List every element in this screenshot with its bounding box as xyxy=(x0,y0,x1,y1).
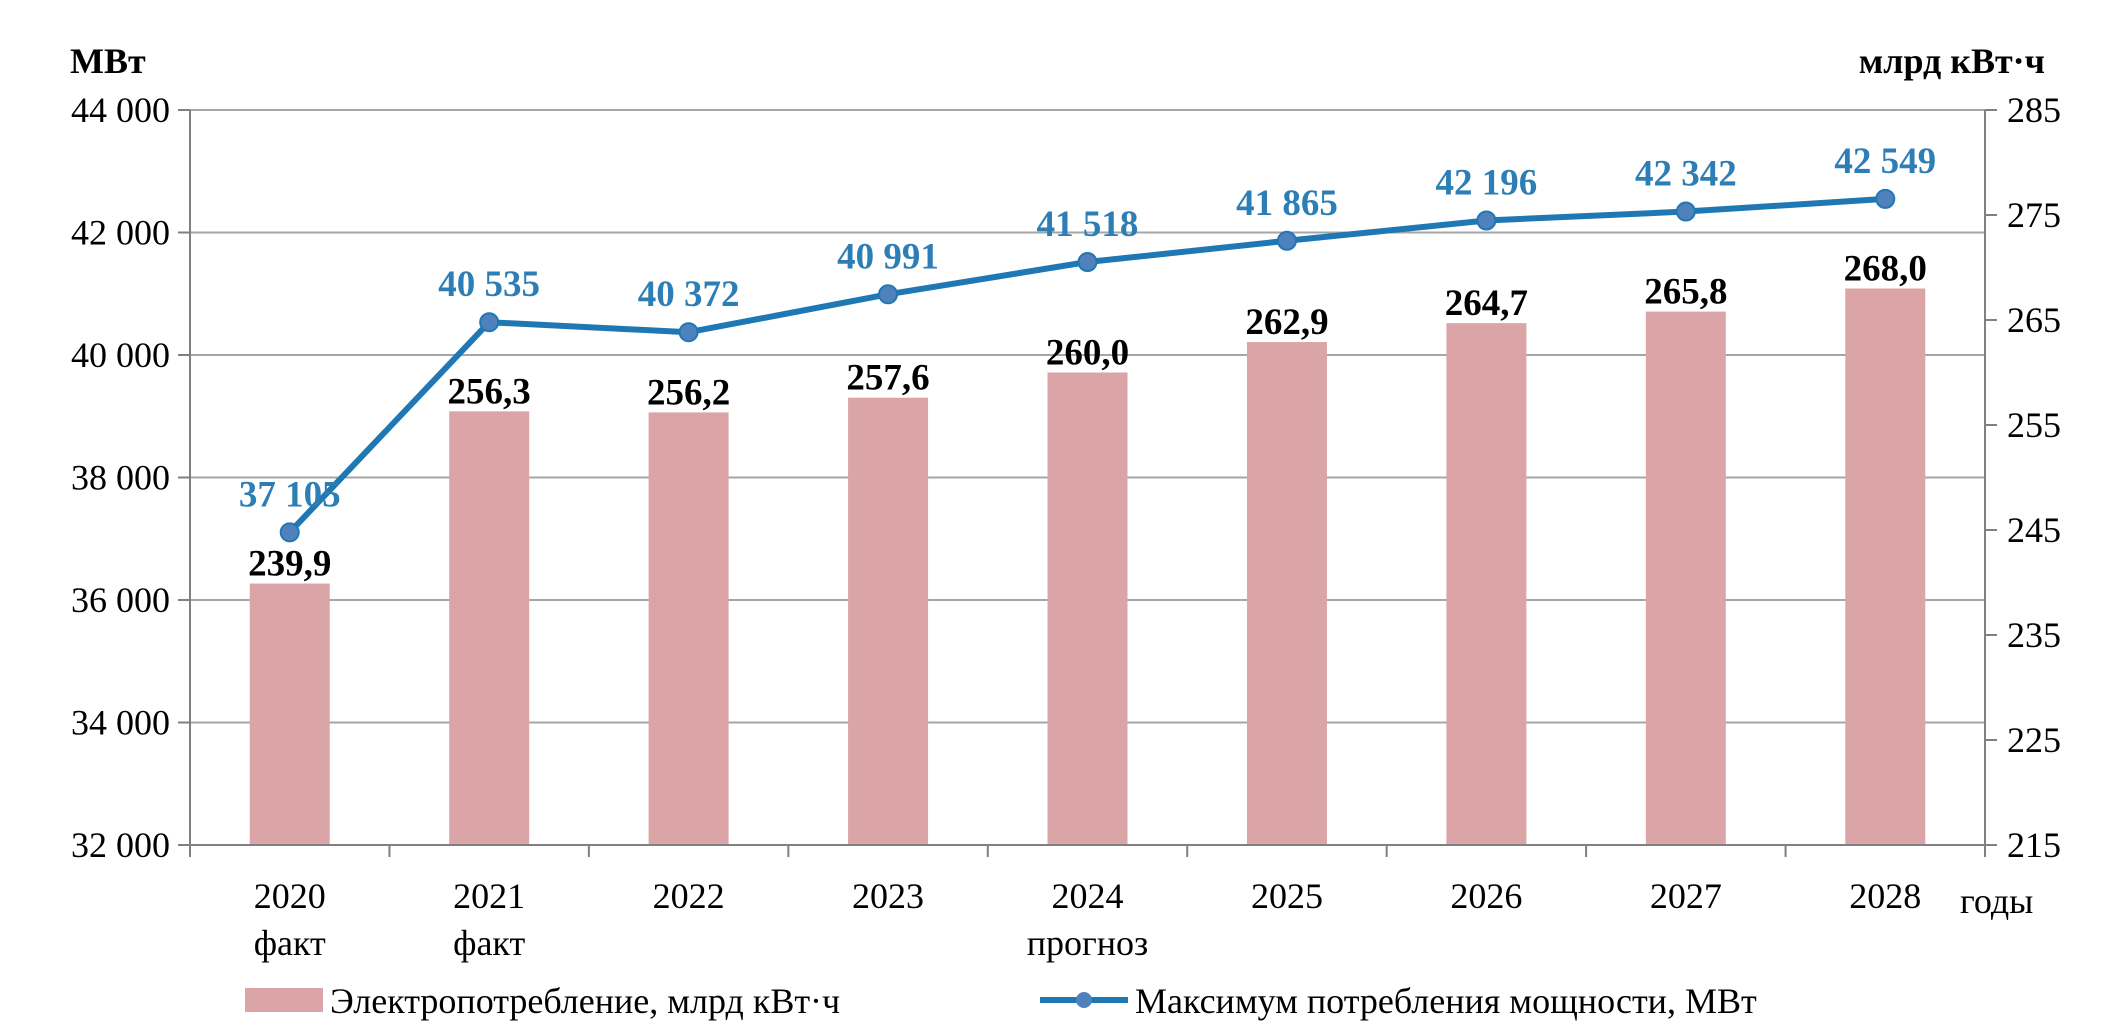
line-data-label: 40 372 xyxy=(638,274,740,315)
right-tick-label: 215 xyxy=(2007,825,2061,865)
legend-line-label: Максимум потребления мощности, МВт xyxy=(1135,981,1757,1021)
x-tick-sublabel: факт xyxy=(453,923,525,963)
left-tick-label: 38 000 xyxy=(71,458,170,498)
line-point xyxy=(279,522,300,543)
bar-data-label: 239,9 xyxy=(248,544,331,585)
legend-bar-swatch xyxy=(245,988,323,1012)
line-data-label: 41 865 xyxy=(1236,183,1338,224)
right-tick-label: 245 xyxy=(2007,510,2061,550)
bar xyxy=(1845,288,1926,845)
x-tick-label: 2028 xyxy=(1849,876,1921,916)
axes: 32 000 34 000 36 000 38 000 40 000 42 000 44 0… xyxy=(71,90,2061,963)
right-tick-label: 265 xyxy=(2007,300,2061,340)
line-data-label: 41 518 xyxy=(1037,204,1139,245)
line-point xyxy=(1276,230,1297,251)
line-series xyxy=(279,188,1896,543)
line-data-label: 42 196 xyxy=(1436,162,1538,203)
bar xyxy=(249,583,330,845)
x-axis-unit: годы xyxy=(1960,881,2033,921)
left-tick-label: 42 000 xyxy=(71,213,170,253)
legend-bar-label: Электропотребление, млрд кВт·ч xyxy=(330,981,840,1021)
line-data-label: 42 342 xyxy=(1635,154,1737,195)
bar xyxy=(1645,311,1726,846)
right-tick-label: 285 xyxy=(2007,90,2061,130)
legend-line-marker xyxy=(1076,992,1092,1008)
line-data-label: 37 105 xyxy=(239,474,341,515)
bar-data-label: 262,9 xyxy=(1245,302,1328,343)
data-labels: 239,9 256,3 256,2 257,6 260,0 262,9 264,7 265,8… xyxy=(239,141,1936,585)
bar xyxy=(1047,372,1128,845)
bar-data-label: 260,0 xyxy=(1046,333,1129,374)
right-tick-label: 255 xyxy=(2007,405,2061,445)
bar xyxy=(648,412,729,845)
left-tick-label: 44 000 xyxy=(71,90,170,130)
x-tick-sublabel: факт xyxy=(254,923,326,963)
line-data-label: 40 535 xyxy=(438,264,540,305)
bar-data-label: 265,8 xyxy=(1644,272,1727,313)
x-tick-label: 2021 xyxy=(453,876,525,916)
x-tick-label: 2023 xyxy=(852,876,924,916)
bar-data-label: 257,6 xyxy=(846,358,929,399)
line-point xyxy=(1875,188,1896,209)
line-data-label: 42 549 xyxy=(1834,141,1936,182)
bar xyxy=(1446,323,1527,845)
left-tick-label: 36 000 xyxy=(71,580,170,620)
right-tick-label: 235 xyxy=(2007,615,2061,655)
left-axis-unit: МВт xyxy=(70,41,146,81)
left-tick-label: 32 000 xyxy=(71,825,170,865)
line-point xyxy=(1675,201,1696,222)
x-tick-label: 2025 xyxy=(1251,876,1323,916)
bar-series xyxy=(249,288,1926,846)
line-point xyxy=(878,284,899,305)
bar-data-label: 256,2 xyxy=(647,372,730,413)
line-point xyxy=(1476,210,1497,231)
right-axis-unit: млрд кВт·ч xyxy=(1859,41,2045,81)
line-point xyxy=(678,322,699,343)
x-tick-label: 2027 xyxy=(1650,876,1722,916)
x-tick-label: 2022 xyxy=(653,876,725,916)
bar xyxy=(1246,342,1327,845)
legend: Электропотребление, млрд кВт·ч Максимум … xyxy=(245,981,1757,1021)
line-point xyxy=(1077,252,1098,273)
x-tick-sublabel: прогноз xyxy=(1027,923,1149,963)
left-tick-label: 40 000 xyxy=(71,335,170,375)
right-tick-label: 275 xyxy=(2007,195,2061,235)
line-point xyxy=(479,312,500,333)
bar xyxy=(848,397,929,845)
x-tick-label: 2024 xyxy=(1052,876,1124,916)
bar-data-label: 256,3 xyxy=(448,371,531,412)
bar-data-label: 264,7 xyxy=(1445,283,1528,324)
x-tick-label: 2026 xyxy=(1450,876,1522,916)
line-data-label: 40 991 xyxy=(837,236,939,277)
left-tick-label: 34 000 xyxy=(71,703,170,743)
bar-data-label: 268,0 xyxy=(1844,249,1927,290)
bar xyxy=(449,411,530,845)
x-tick-label: 2020 xyxy=(254,876,326,916)
right-tick-label: 225 xyxy=(2007,720,2061,760)
